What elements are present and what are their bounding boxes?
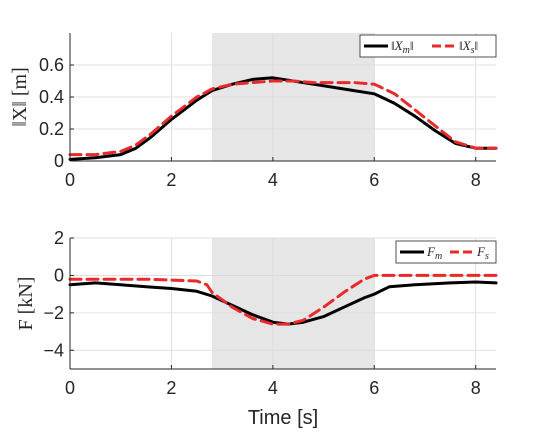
series-line-master: [68, 76, 498, 161]
y-tick-label: 0.6: [39, 55, 64, 75]
x-tick-label: 0: [65, 378, 75, 398]
legend-label: Fm: [426, 244, 442, 262]
x-tick-label: 0: [65, 170, 75, 190]
x-tick-label: 8: [471, 378, 481, 398]
x-tick-label: 4: [268, 378, 278, 398]
y-axis-label: F [kN]: [15, 277, 37, 331]
series-line-slave: [68, 273, 498, 326]
legend-label: ‖Xm‖: [391, 38, 413, 56]
shaded-interval: [212, 238, 375, 369]
y-tick-label: −4: [43, 340, 64, 360]
x-axis-label: Time [s]: [248, 407, 318, 429]
x-tick-label: 2: [166, 170, 176, 190]
x-tick-label: 2: [166, 378, 176, 398]
x-tick-label: 6: [369, 378, 379, 398]
y-tick-label: 2: [54, 228, 64, 248]
y-tick-label: 0.4: [39, 87, 64, 107]
legend-label: ‖Xs‖: [459, 38, 478, 56]
x-tick-label: 4: [268, 170, 278, 190]
force-chart: 0 2 4 6 8 −4 −2 0 2 F [kN] Time [s] Fm Fs: [15, 228, 498, 429]
x-tick-label: 8: [471, 170, 481, 190]
legend: Fm Fs: [395, 240, 497, 264]
y-tick-label: −2: [43, 303, 64, 323]
y-tick-label: 0: [54, 265, 64, 285]
x-tick-label: 6: [369, 170, 379, 190]
series-line-slave: [68, 79, 498, 157]
legend-label: Fs: [476, 244, 489, 262]
y-tick-label: 0: [54, 151, 64, 171]
legend: ‖Xm‖ ‖Xs‖: [359, 34, 497, 58]
y-axis-label: ‖X‖ [m]: [9, 67, 31, 127]
y-tick-label: 0.2: [39, 119, 64, 139]
position-norm-chart: 0 2 4 6 8 0 0.2 0.4 0.6 ‖X‖ [m] ‖Xm‖ ‖Xs‖: [9, 33, 498, 190]
legend-box: [395, 240, 497, 264]
legend-box: [359, 34, 497, 58]
